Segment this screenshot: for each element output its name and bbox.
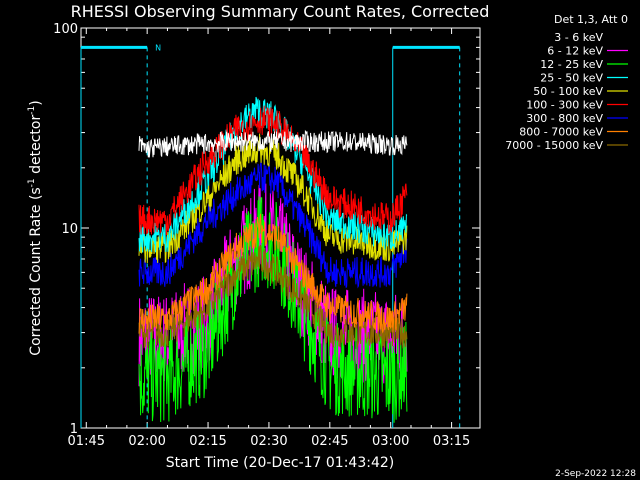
legend-label: 3 - 6 keV xyxy=(554,31,603,44)
x-tick-label: 03:00 xyxy=(372,434,409,449)
legend-label: 12 - 25 keV xyxy=(540,58,603,71)
legend-label: 800 - 7000 keV xyxy=(519,126,603,139)
series-line xyxy=(138,213,408,334)
x-axis-label: Start Time (20-Dec-17 01:43:42) xyxy=(166,455,394,471)
chart-title: RHESSI Observing Summary Count Rates, Co… xyxy=(71,2,490,21)
legend-title: Det 1,3, Att 0 xyxy=(554,13,628,26)
y-tick-label: 1 xyxy=(70,422,78,437)
x-tick-label: 02:00 xyxy=(128,434,165,449)
legend-label: 7000 - 15000 keV xyxy=(505,139,603,152)
legend-label: 6 - 12 keV xyxy=(547,45,603,58)
series-line xyxy=(138,161,408,289)
series-line xyxy=(138,196,408,423)
legend-label: 100 - 300 keV xyxy=(526,99,603,112)
footer-date: 2-Sep-2022 12:28 xyxy=(555,469,636,479)
y-axis-label-end: ) xyxy=(28,100,44,105)
x-tick-label: 01:45 xyxy=(68,434,105,449)
y-tick-label: 10 xyxy=(61,222,78,237)
legend-label: 300 - 800 keV xyxy=(526,112,603,125)
y-axis-label-mid: detector xyxy=(28,115,44,179)
y-axis-label-main: Corrected Count Rate (s xyxy=(28,187,44,355)
series-line xyxy=(138,129,408,158)
y-axis-label: Corrected Count Rate (s-1 detector-1) xyxy=(27,100,44,355)
series-line xyxy=(138,105,408,236)
series-layer xyxy=(138,96,408,423)
y-tick-label: 100 xyxy=(53,22,78,37)
annotations: N xyxy=(80,43,461,428)
legend-label: 25 - 50 keV xyxy=(540,72,603,85)
x-tick-label: 02:30 xyxy=(250,434,287,449)
y-axis-label-sup1: -1 xyxy=(27,178,37,187)
y-axis-label-sup2: -1 xyxy=(27,106,37,115)
axes: 01:45 02:00 02:15 02:30 02:45 03:00 03:15 1 10 10… xyxy=(53,22,480,449)
night-bar-label: N xyxy=(155,43,161,52)
legend-label: 50 - 100 keV xyxy=(533,85,603,98)
x-tick-label: 02:15 xyxy=(189,434,226,449)
x-tick-label: 02:45 xyxy=(311,434,348,449)
x-tick-label: 03:15 xyxy=(433,434,470,449)
